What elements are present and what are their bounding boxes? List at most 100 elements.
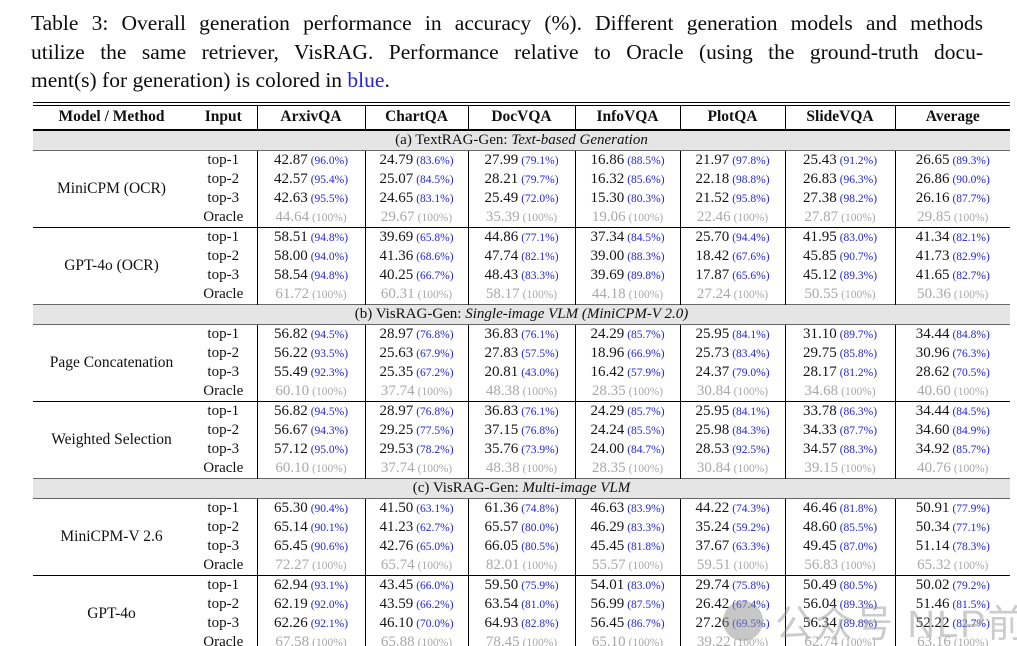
metric-cell: 25.07 (84.5%) bbox=[364, 169, 468, 189]
relative-percentage: (100%) bbox=[522, 462, 558, 475]
relative-percentage: (96.0%) bbox=[310, 154, 349, 167]
metric-value: 30.96 bbox=[915, 344, 950, 361]
caption-line-1: Table 3: Overall generation performance … bbox=[31, 11, 983, 35]
relative-percentage: (100%) bbox=[628, 636, 664, 646]
metric-value: 50.36 bbox=[917, 285, 951, 302]
metric-cell: 65.57 (80.0%) bbox=[467, 517, 575, 537]
relative-percentage: (100%) bbox=[628, 559, 664, 572]
metric-value: 27.26 bbox=[695, 614, 730, 631]
relative-percentage: (100%) bbox=[417, 636, 453, 646]
metric-cell: 65.14 (90.1%) bbox=[256, 517, 365, 537]
table-row: GPT-4o (OCR) top-1 58.51 (94.8%) 39.69 (65.8%… bbox=[33, 226, 1010, 304]
metric-cell: 22.18 (98.8%) bbox=[679, 169, 785, 189]
metric-value: 30.84 bbox=[696, 382, 731, 399]
metric-value: 50.55 bbox=[804, 285, 839, 302]
input-cell: top-3 bbox=[207, 614, 240, 631]
model-name-cell: MiniCPM (OCR) bbox=[57, 179, 166, 197]
table-row: Oracle 61.72 (100%) 60.31 (100%) 58.17 (100%) 4… bbox=[33, 284, 1010, 304]
relative-percentage: (100%) bbox=[522, 385, 558, 398]
relative-percentage: (94.8%) bbox=[310, 269, 349, 282]
model-name-cell: GPT-4o (OCR) bbox=[33, 226, 190, 304]
metric-cell: 61.36 (74.8%) bbox=[467, 498, 575, 518]
metric-cell: 24.79 (83.6%) bbox=[364, 150, 468, 170]
relative-percentage: (75.9%) bbox=[521, 579, 559, 592]
metric-cell: 21.52 (95.8%) bbox=[679, 188, 785, 208]
section-band-label: (c) VisRAG-Gen: Multi-image VLM bbox=[33, 477, 1010, 499]
col-header-plotqa: PlotQA bbox=[679, 103, 785, 131]
table-row: top-2 56.67 (94.3%) 29.25 (77.5%) 37.15 (76.8%… bbox=[33, 420, 1010, 440]
metric-cell: 34.68 (100%) bbox=[784, 381, 895, 401]
col-header-infovqa: InfoVQA bbox=[574, 103, 680, 131]
input-cell: top-2 bbox=[207, 595, 240, 612]
metric-cell: 47.74 (82.1%) bbox=[467, 246, 575, 266]
relative-percentage: (85.8%) bbox=[839, 347, 878, 360]
relative-percentage: (81.0%) bbox=[521, 598, 559, 611]
metric-cell: 56.34 (89.8%) bbox=[784, 613, 895, 633]
metric-value: 39.69 bbox=[379, 228, 414, 245]
relative-percentage: (100%) bbox=[841, 211, 876, 224]
metric-value: 59.51 bbox=[696, 556, 731, 573]
relative-percentage: (100%) bbox=[733, 385, 769, 398]
relative-percentage: (63.3%) bbox=[732, 540, 770, 553]
relative-percentage: (100%) bbox=[312, 636, 347, 646]
metric-value: 41.65 bbox=[915, 266, 950, 283]
relative-percentage: (90.7%) bbox=[839, 250, 878, 263]
metric-value: 37.67 bbox=[695, 537, 730, 554]
relative-percentage: (87.0%) bbox=[839, 540, 878, 553]
table-row: Oracle 60.10 (100%) 37.74 (100%) 48.38 (100%) 2… bbox=[33, 458, 1010, 478]
relative-percentage: (72.0%) bbox=[521, 192, 559, 205]
metric-cell: 29.25 (77.5%) bbox=[364, 420, 468, 440]
metric-value: 24.29 bbox=[590, 325, 625, 342]
metric-value: 37.15 bbox=[484, 421, 519, 438]
metric-value: 60.10 bbox=[275, 382, 310, 399]
relative-percentage: (67.9%) bbox=[416, 347, 454, 360]
metric-value: 24.37 bbox=[695, 363, 730, 380]
relative-percentage: (66.2%) bbox=[416, 598, 454, 611]
metric-value: 65.74 bbox=[380, 556, 415, 573]
metric-cell: 45.12 (89.3%) bbox=[784, 265, 895, 285]
relative-percentage: (100%) bbox=[417, 462, 453, 475]
metric-cell: 25.49 (72.0%) bbox=[467, 188, 575, 208]
input-cell: top-2 bbox=[207, 518, 240, 535]
relative-percentage: (67.2%) bbox=[416, 366, 454, 379]
relative-percentage: (95.8%) bbox=[732, 192, 770, 205]
metric-value: 65.10 bbox=[591, 633, 626, 646]
metric-value: 26.83 bbox=[802, 170, 837, 187]
metric-value: 45.85 bbox=[802, 247, 837, 264]
metric-cell: 46.29 (83.3%) bbox=[574, 517, 680, 537]
metric-cell: 18.96 (66.9%) bbox=[574, 343, 680, 363]
metric-value: 25.07 bbox=[379, 170, 414, 187]
metric-cell: 62.26 (92.1%) bbox=[256, 613, 365, 633]
metric-value: 46.46 bbox=[802, 499, 837, 516]
metric-cell: 28.97 (76.8%) bbox=[364, 400, 468, 421]
section-band-label: (a) TextRAG-Gen: Text-based Generation bbox=[33, 129, 1010, 151]
metric-value: 24.29 bbox=[590, 402, 625, 419]
relative-percentage: (80.3%) bbox=[627, 192, 665, 205]
metric-value: 20.81 bbox=[484, 363, 519, 380]
metric-cell: 25.63 (67.9%) bbox=[364, 343, 468, 363]
metric-value: 65.88 bbox=[380, 633, 415, 646]
metric-cell: 43.59 (66.2%) bbox=[364, 594, 468, 614]
metric-value: 24.24 bbox=[590, 421, 625, 438]
relative-percentage: (85.7%) bbox=[627, 328, 665, 341]
metric-cell: 43.45 (66.0%) bbox=[364, 574, 468, 595]
relative-percentage: (100%) bbox=[522, 211, 558, 224]
metric-value: 51.14 bbox=[915, 537, 950, 554]
input-cell: Oracle bbox=[203, 208, 244, 225]
metric-cell: 26.16 (87.7%) bbox=[894, 188, 1010, 208]
table-caption: Table 3: Overall generation performance … bbox=[31, 9, 983, 95]
input-cell: top-3 bbox=[207, 440, 240, 457]
relative-percentage: (100%) bbox=[312, 559, 347, 572]
metric-cell: 25.95 (84.1%) bbox=[679, 400, 785, 421]
metric-value: 48.38 bbox=[485, 382, 520, 399]
metric-value: 56.45 bbox=[590, 614, 625, 631]
relative-percentage: (95.5%) bbox=[310, 192, 349, 205]
relative-percentage: (100%) bbox=[841, 636, 876, 646]
metric-cell: 25.43 (91.2%) bbox=[784, 150, 895, 170]
metric-cell: 58.00 (94.0%) bbox=[256, 246, 365, 266]
metric-cell: 27.26 (69.5%) bbox=[679, 613, 785, 633]
metric-cell: 24.24 (85.5%) bbox=[574, 420, 680, 440]
metric-value: 82.01 bbox=[485, 556, 520, 573]
relative-percentage: (100%) bbox=[628, 211, 664, 224]
metric-cell: 37.67 (63.3%) bbox=[679, 536, 785, 556]
